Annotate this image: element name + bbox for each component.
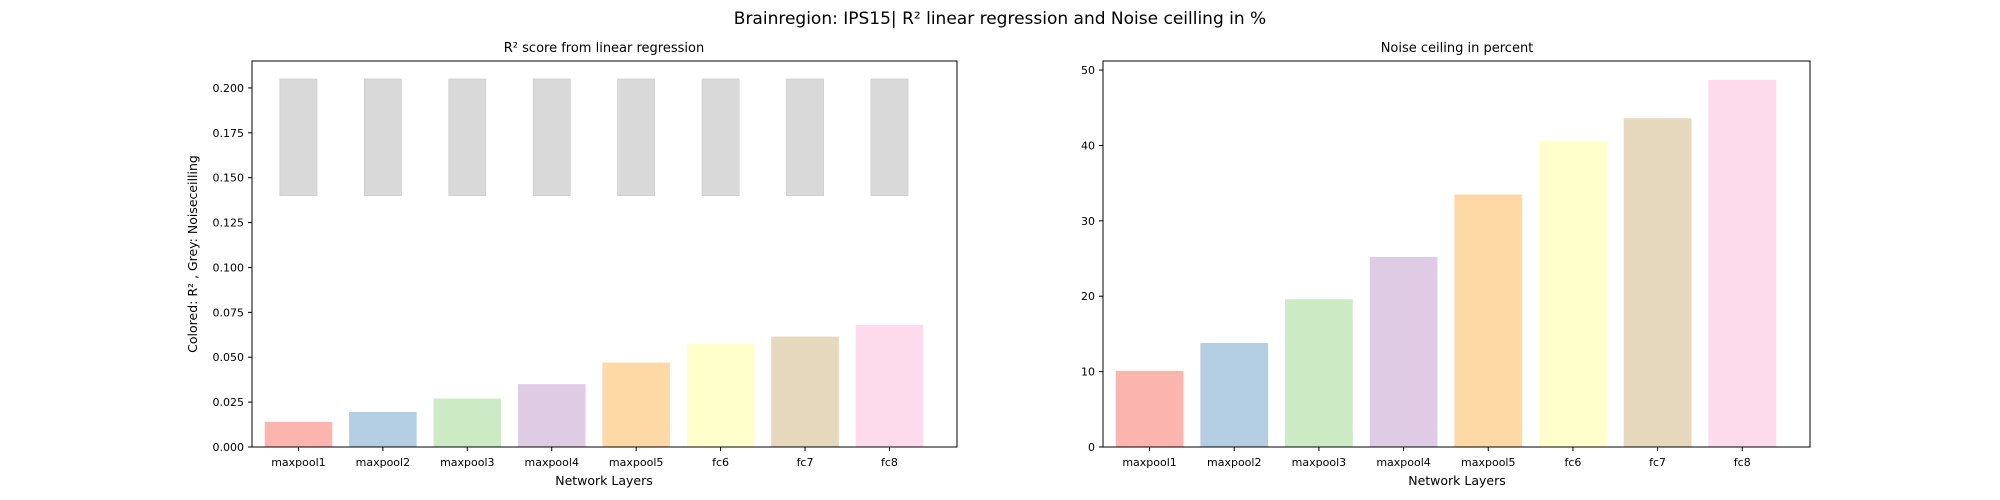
chart-title: Noise ceiling in percent — [1381, 41, 1534, 56]
axes-frame — [251, 60, 958, 448]
bar — [1115, 370, 1184, 447]
x-axis-label: Network Layers — [555, 473, 653, 488]
x-tick-label: maxpool1 — [271, 456, 325, 469]
y-tick-label: 10 — [1081, 366, 1095, 379]
bar — [433, 398, 502, 447]
noise-ceiling-bar — [701, 78, 740, 196]
bar — [771, 336, 839, 447]
y-tick-label: 0.050 — [213, 351, 245, 364]
bar — [1369, 257, 1438, 447]
figure-title: Brainregion: IPS15| R² linear regression… — [734, 9, 1266, 29]
x-axis-label: Network Layers — [1408, 473, 1506, 488]
x-tick-label: fc8 — [1734, 456, 1751, 469]
x-tick-label: maxpool3 — [1292, 456, 1346, 469]
bar — [1200, 342, 1269, 447]
noise-ceiling-bar — [786, 78, 824, 196]
y-tick-label: 50 — [1081, 64, 1095, 77]
bar — [602, 362, 670, 447]
bar — [349, 411, 417, 447]
chart-title: R² score from linear regression — [504, 41, 704, 56]
y-tick-label: 0.025 — [213, 396, 245, 409]
noise-ceiling-bar — [363, 78, 402, 196]
x-tick-label: maxpool5 — [1461, 456, 1515, 469]
bar — [517, 384, 586, 447]
bar — [264, 421, 333, 447]
y-tick-label: 0 — [1088, 441, 1095, 454]
x-tick-label: fc8 — [881, 456, 898, 469]
y-tick-label: 40 — [1081, 139, 1095, 152]
x-tick-label: maxpool2 — [1207, 456, 1261, 469]
y-axis-label: Colored: R² , Grey: Noiseceilling — [185, 155, 200, 353]
y-tick-label: 20 — [1081, 290, 1095, 303]
x-tick-label: fc7 — [797, 456, 814, 469]
y-tick-label: 30 — [1081, 215, 1095, 228]
x-tick-label: fc6 — [712, 456, 729, 469]
noise-ceiling-bar — [617, 78, 656, 196]
x-tick-label: fc7 — [1649, 456, 1666, 469]
y-tick-label: 0.100 — [213, 261, 245, 274]
y-tick-label: 0.000 — [213, 441, 245, 454]
y-tick-label: 0.200 — [213, 82, 245, 95]
x-tick-label: maxpool1 — [1122, 456, 1176, 469]
axes-frame — [1102, 60, 1811, 448]
bar — [855, 324, 924, 447]
x-tick-label: maxpool5 — [609, 456, 663, 469]
bar — [1539, 140, 1607, 447]
y-tick-label: 0.150 — [213, 172, 245, 185]
y-tick-label: 0.175 — [213, 127, 245, 140]
bar — [1623, 118, 1692, 447]
bar — [1285, 299, 1353, 447]
r2-chart: R² score from linear regression Network … — [185, 41, 958, 488]
bar — [1708, 79, 1777, 447]
x-tick-label: fc6 — [1564, 456, 1581, 469]
noise-ceiling-chart: Noise ceiling in percent Network Layers … — [1081, 41, 1811, 488]
y-tick-label: 0.125 — [213, 217, 245, 230]
x-tick-label: maxpool4 — [524, 456, 578, 469]
x-tick-label: maxpool4 — [1376, 456, 1430, 469]
y-tick-label: 0.075 — [213, 306, 245, 319]
bar — [686, 343, 755, 447]
x-tick-label: maxpool3 — [440, 456, 494, 469]
bar — [1454, 194, 1523, 447]
noise-ceiling-bar — [448, 78, 487, 196]
noise-ceiling-bar — [279, 78, 318, 196]
noise-ceiling-bar — [532, 78, 571, 196]
x-tick-label: maxpool2 — [356, 456, 410, 469]
noise-ceiling-bar — [870, 78, 909, 196]
